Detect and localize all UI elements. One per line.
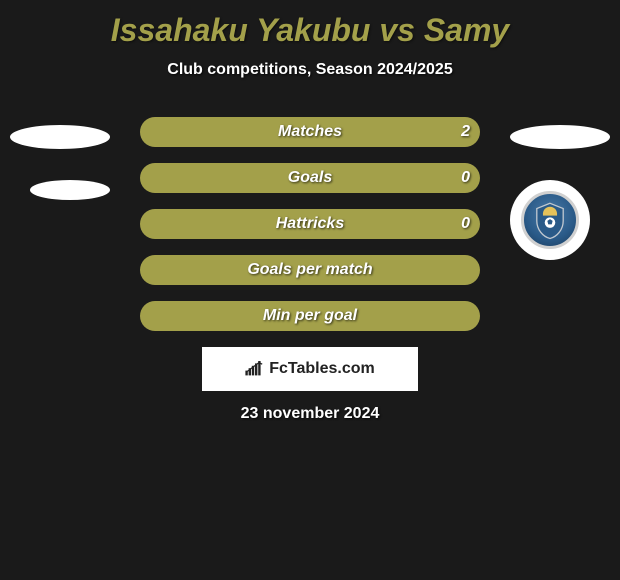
bar-chart-icon	[245, 361, 265, 377]
stats-bars: Matches 2 Goals 0 Hattricks 0 Goals per …	[0, 117, 620, 331]
stat-value-right: 0	[461, 163, 470, 193]
page-title: Issahaku Yakubu vs Samy	[0, 0, 620, 49]
date-line: 23 november 2024	[0, 405, 620, 423]
stat-bar: Min per goal	[140, 301, 480, 331]
stat-row-min-per-goal: Min per goal	[0, 301, 620, 331]
stat-bar: Goals	[140, 163, 480, 193]
stat-row-matches: Matches 2	[0, 117, 620, 147]
stat-value-right: 0	[461, 209, 470, 239]
stat-label: Goals per match	[247, 261, 372, 279]
stat-bar: Goals per match	[140, 255, 480, 285]
attribution: FcTables.com	[245, 360, 375, 378]
stat-bar: Matches	[140, 117, 480, 147]
stat-row-hattricks: Hattricks 0	[0, 209, 620, 239]
attribution-text: FcTables.com	[269, 360, 375, 378]
stat-value-right: 2	[461, 117, 470, 147]
subtitle: Club competitions, Season 2024/2025	[0, 61, 620, 79]
stat-row-goals: Goals 0	[0, 163, 620, 193]
stat-bar: Hattricks	[140, 209, 480, 239]
attribution-box: FcTables.com	[202, 347, 418, 391]
stat-label: Min per goal	[263, 307, 357, 325]
stat-row-goals-per-match: Goals per match	[0, 255, 620, 285]
stat-label: Matches	[278, 123, 342, 141]
stat-label: Hattricks	[276, 215, 344, 233]
stat-label: Goals	[288, 169, 332, 187]
